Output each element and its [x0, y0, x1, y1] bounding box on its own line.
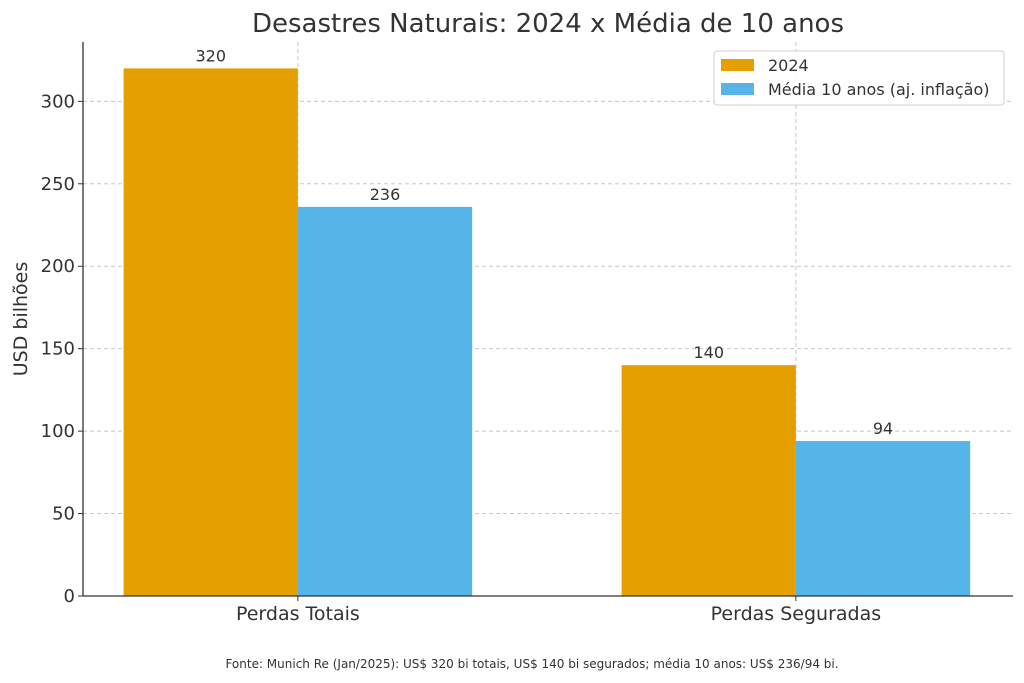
legend: 2024 Média 10 anos (aj. inflação): [713, 50, 1005, 106]
bar-media-10-anos: [297, 206, 473, 596]
legend-box: [713, 50, 1005, 106]
y-axis-label: USD bilhões: [10, 262, 32, 377]
legend-label: Média 10 anos (aj. inflação): [768, 80, 990, 99]
y-tick-label: 150: [41, 339, 75, 360]
legend-label: 2024: [768, 56, 809, 75]
bars: [123, 68, 971, 596]
y-tick-label: 100: [41, 421, 75, 442]
legend-swatch: [721, 59, 754, 71]
bar-2024: [621, 365, 796, 596]
bar-value-label: 320: [195, 46, 226, 65]
data-labels: 320 140 236 94: [195, 46, 893, 438]
y-tick-label: 250: [41, 174, 75, 195]
y-tick-label: 200: [41, 256, 75, 277]
bar-value-label: 140: [693, 343, 724, 362]
x-category-label: Perdas Totais: [236, 603, 360, 625]
tick-labels: 0 50 100 150 200 250 300 Perdas Totais Perdas Se…: [41, 91, 881, 625]
source-footnote: Fonte: Munich Re (Jan/2025): US$ 320 bi …: [225, 657, 838, 671]
x-category-label: Perdas Seguradas: [711, 603, 882, 625]
bar-media-10-anos: [795, 441, 971, 596]
bar-value-label: 94: [873, 419, 893, 438]
chart-title: Desastres Naturais: 2024 x Média de 10 a…: [252, 9, 844, 39]
axes: [82, 42, 1013, 597]
bar-value-label: 236: [370, 185, 401, 204]
y-tick-label: 50: [52, 504, 75, 525]
y-tick-label: 0: [64, 586, 75, 607]
bar-2024: [123, 68, 298, 596]
y-tick-label: 300: [41, 91, 75, 112]
legend-swatch: [721, 83, 754, 95]
